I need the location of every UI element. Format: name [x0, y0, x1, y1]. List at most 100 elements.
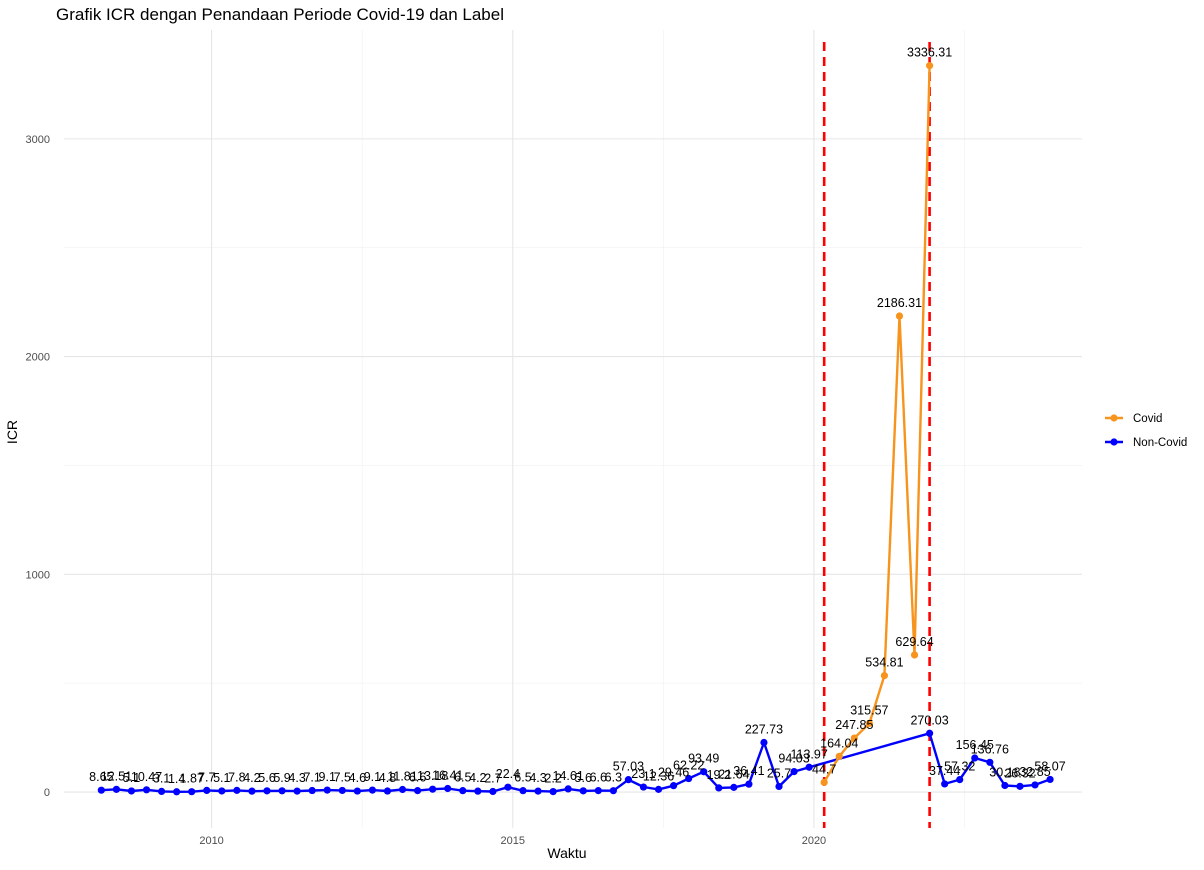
data-point-non-covid — [398, 785, 407, 794]
x-tick-label: 2015 — [501, 835, 525, 847]
data-label-non-covid: 12.51 — [101, 769, 132, 783]
data-point-non-covid — [971, 754, 979, 762]
covid-period-markers — [822, 42, 931, 828]
data-label-non-covid: 4.2 — [243, 771, 260, 785]
data-point-non-covid — [685, 774, 693, 783]
data-point-covid — [850, 734, 858, 742]
data-label-non-covid: 26.32 — [1004, 766, 1035, 780]
data-point-non-covid — [489, 787, 497, 796]
data-point-non-covid — [549, 787, 557, 796]
data-label-non-covid: 30.18 — [989, 766, 1020, 780]
data-point-non-covid — [745, 780, 753, 788]
data-label-non-covid: 7.7 — [198, 770, 215, 784]
data-label-covid: 534.81 — [865, 656, 903, 670]
data-label-non-covid: 23.1 — [631, 767, 655, 781]
data-label-non-covid: 9.1 — [319, 770, 336, 784]
legend-label: Non-Covid — [1133, 437, 1187, 449]
data-label-non-covid: 3.1 — [153, 771, 170, 785]
data-label-non-covid: 6.3 — [605, 771, 622, 785]
data-point-non-covid — [383, 787, 392, 795]
data-label-non-covid: 57.32 — [944, 760, 975, 774]
legend-key-point — [1110, 414, 1118, 422]
data-label-non-covid: 156.45 — [956, 738, 994, 752]
data-label-non-covid: 37.44 — [929, 764, 960, 778]
data-label-non-covid: 58.07 — [1034, 759, 1065, 773]
chart-title: Grafik ICR dengan Penandaan Periode Covi… — [56, 5, 504, 24]
data-label-non-covid: 6.6 — [590, 771, 607, 785]
legend-label: Covid — [1133, 413, 1162, 425]
data-point-non-covid — [805, 763, 813, 771]
data-label-covid: 3336.31 — [907, 46, 952, 60]
data-label-covid: 315.57 — [850, 703, 888, 717]
y-tick-label: 0 — [44, 787, 50, 799]
data-label-non-covid: 6.6 — [409, 771, 426, 785]
data-label-non-covid: 6.5 — [514, 771, 531, 785]
data-point-non-covid — [263, 787, 271, 795]
data-point-non-covid — [760, 738, 768, 747]
series — [97, 62, 1054, 796]
data-point-non-covid — [1016, 782, 1024, 790]
data-point-non-covid — [579, 787, 587, 795]
data-point-non-covid — [1046, 775, 1054, 784]
data-label-non-covid: 4.3 — [288, 771, 305, 785]
data-point-non-covid — [609, 787, 617, 795]
y-tick-label: 3000 — [26, 134, 50, 146]
data-point-non-covid — [519, 787, 527, 795]
data-label-non-covid: 4.6 — [349, 771, 366, 785]
data-point-non-covid — [338, 786, 346, 795]
data-label-non-covid: 2.2 — [544, 772, 561, 786]
data-point-non-covid — [474, 787, 482, 795]
data-label-non-covid: 57.03 — [613, 760, 644, 774]
x-tick-label: 2010 — [199, 835, 223, 847]
data-label-non-covid: 113.97 — [790, 747, 827, 761]
data-point-non-covid — [188, 788, 196, 796]
data-label-non-covid: 36.41 — [733, 764, 764, 778]
data-point-non-covid — [1031, 781, 1039, 789]
data-point-non-covid — [790, 768, 798, 776]
data-label-non-covid: 5.1 — [123, 771, 140, 785]
data-label-non-covid: 9.1 — [364, 770, 381, 784]
data-label-covid: 164.04 — [820, 736, 858, 750]
data-point-non-covid — [233, 786, 241, 794]
data-label-non-covid: 16.41 — [432, 769, 463, 783]
data-point-non-covid — [173, 788, 181, 796]
data-label-non-covid: 62.22 — [673, 759, 704, 773]
y-tick-label: 1000 — [26, 569, 50, 581]
data-label-covid: 44.7 — [812, 762, 836, 776]
y-tick-label: 2000 — [26, 352, 50, 364]
legend-key-point — [1110, 438, 1118, 446]
data-label-non-covid: 6.5 — [454, 771, 471, 785]
data-label-non-covid: 7.5 — [334, 770, 351, 784]
data-label-non-covid: 2.7 — [484, 771, 501, 785]
data-point-non-covid — [218, 787, 226, 795]
data-label-non-covid: 14.61 — [553, 769, 584, 783]
data-point-non-covid — [353, 787, 361, 795]
data-labels: 8.6512.515.110.473.11.41.877.75.17.84.25… — [89, 46, 1066, 786]
axis-ticks: 2010 2015 2020 0 1000 2000 3000 — [26, 134, 827, 847]
data-label-non-covid: 5.1 — [213, 771, 230, 785]
data-label-non-covid: 1.87 — [180, 772, 204, 786]
data-label-non-covid: 12.36 — [643, 769, 674, 783]
data-label-covid: 2186.31 — [877, 296, 922, 310]
data-point-non-covid — [293, 787, 301, 795]
data-point-covid — [910, 651, 919, 659]
data-label-non-covid: 5.6 — [258, 771, 275, 785]
data-point-non-covid — [248, 787, 256, 795]
data-point-non-covid — [926, 729, 934, 737]
data-label-non-covid: 93.49 — [688, 752, 719, 766]
data-point-non-covid — [444, 784, 452, 793]
data-label-non-covid: 94.03 — [778, 752, 809, 766]
data-point-non-covid — [429, 785, 437, 793]
data-label-non-covid: 13.18 — [417, 769, 448, 783]
data-label-non-covid: 29.46 — [658, 766, 689, 780]
data-label-non-covid: 227.73 — [745, 722, 783, 736]
data-label-non-covid: 4.8 — [379, 771, 396, 785]
x-axis-title: Waktu — [547, 845, 586, 861]
data-label-non-covid: 4.3 — [529, 771, 546, 785]
data-label-non-covid: 19.2 — [707, 768, 731, 782]
data-point-non-covid — [203, 786, 211, 794]
data-point-non-covid — [986, 758, 994, 766]
data-label-non-covid: 22.4 — [496, 767, 520, 781]
data-point-covid — [865, 719, 873, 727]
